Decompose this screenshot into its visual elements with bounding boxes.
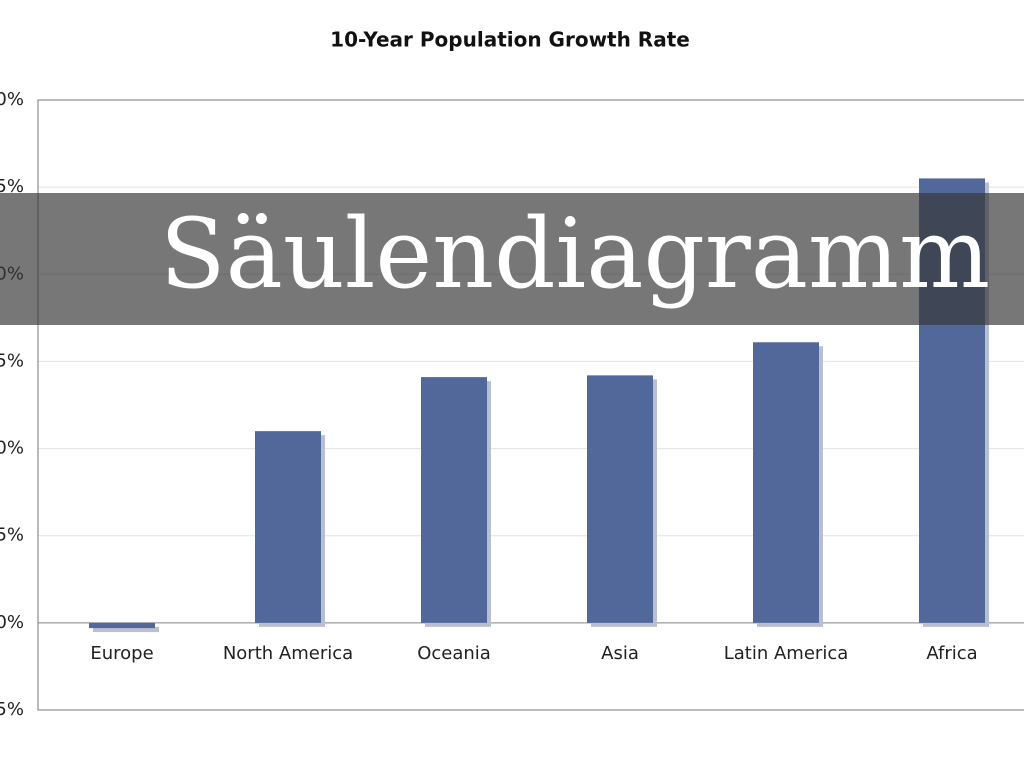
y-tick-label: 0% bbox=[0, 612, 24, 633]
chart-title: 10-Year Population Growth Rate bbox=[330, 28, 690, 52]
bar-shadow bbox=[93, 626, 159, 633]
x-tick-label: Latin America bbox=[724, 643, 849, 664]
plot-border bbox=[37, 99, 1024, 711]
y-tick-label: -5% bbox=[0, 699, 24, 720]
bar bbox=[255, 431, 321, 623]
y-tick-label: 10% bbox=[0, 438, 24, 459]
x-tick-label: Africa bbox=[926, 643, 977, 664]
bar bbox=[421, 377, 487, 623]
y-tick-label: 30% bbox=[0, 89, 24, 110]
x-tick-label: Asia bbox=[601, 643, 639, 664]
bar bbox=[753, 342, 819, 623]
y-tick-label: 15% bbox=[0, 350, 24, 371]
x-tick-label: Oceania bbox=[417, 643, 491, 664]
x-tick-label: Europe bbox=[90, 643, 153, 664]
banner-title: Säulendiagramm bbox=[160, 198, 990, 310]
bar bbox=[89, 622, 155, 629]
bar bbox=[587, 375, 653, 623]
x-tick-label: North America bbox=[223, 643, 353, 664]
y-tick-label: 5% bbox=[0, 525, 24, 546]
y-tick-label: 25% bbox=[0, 176, 24, 197]
banner-band bbox=[0, 193, 1024, 325]
